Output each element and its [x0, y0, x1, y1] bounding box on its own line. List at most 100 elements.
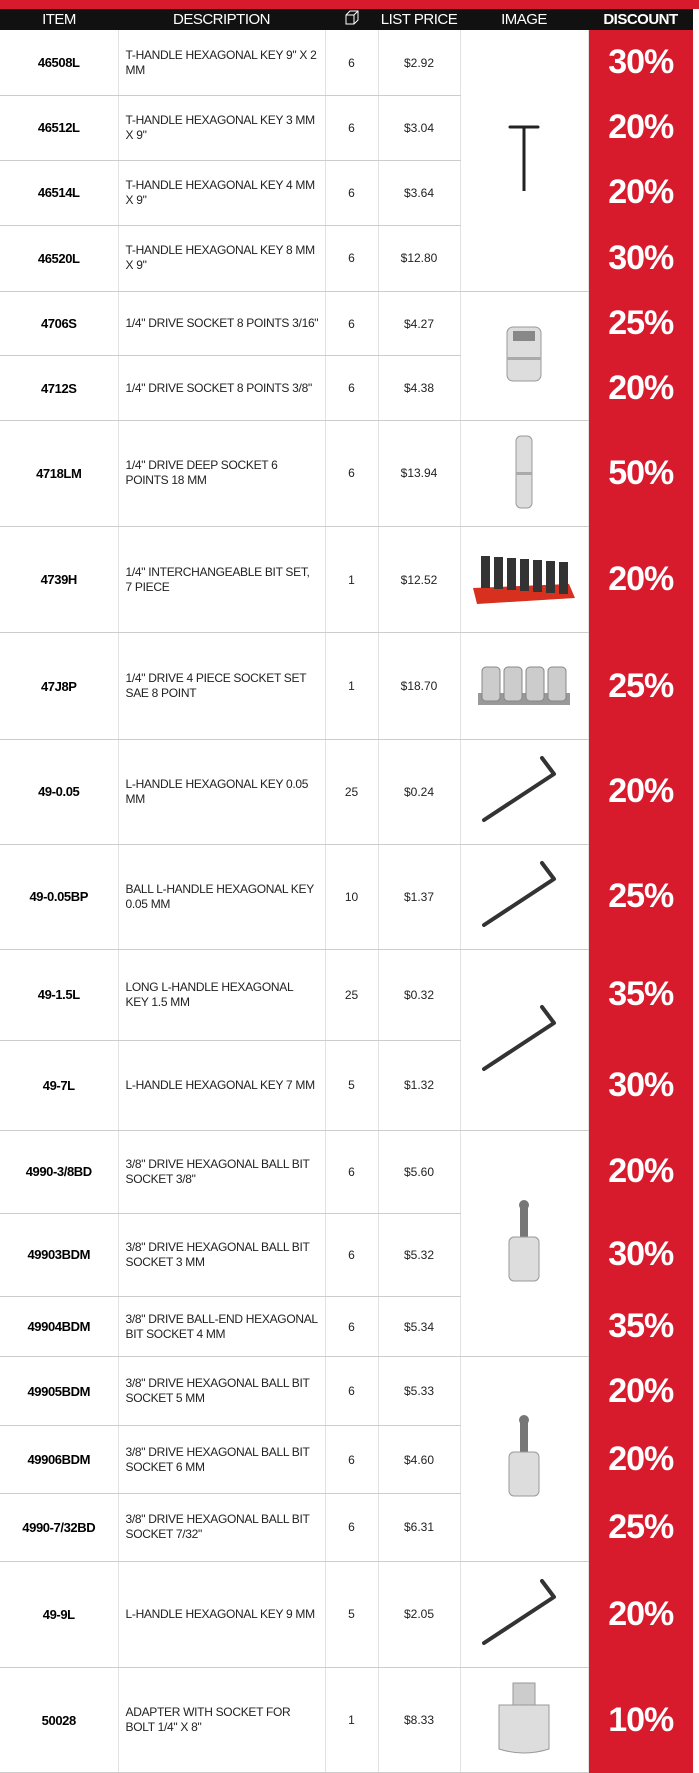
item-code: 49-1.5L [0, 949, 119, 1041]
item-code: 46508L [0, 30, 119, 97]
item-code: 49906BDM [0, 1425, 119, 1494]
description: 1/4" DRIVE SOCKET 8 POINTS 3/16" [118, 291, 326, 357]
item-code: 49-0.05 [0, 739, 119, 845]
list-price: $0.32 [378, 949, 461, 1041]
list-price: $8.33 [378, 1667, 461, 1773]
list-price: $13.94 [378, 420, 461, 528]
table-row: 49906BDM 3/8" DRIVE HEXAGONAL BALL BIT SO… [0, 1425, 693, 1494]
list-price: $6.31 [378, 1493, 461, 1562]
quantity: 6 [325, 1130, 379, 1214]
description: 3/8" DRIVE HEXAGONAL BALL BIT SOCKET 6 M… [118, 1425, 326, 1494]
discount: 10% [588, 1667, 693, 1773]
description: 3/8" DRIVE BALL-END HEXAGONAL BIT SOCKET… [118, 1296, 326, 1358]
table-row: 50028 ADAPTER WITH SOCKET FOR BOLT 1/4" X… [0, 1667, 693, 1773]
quantity: 6 [325, 420, 379, 528]
table-row: 49903BDM 3/8" DRIVE HEXAGONAL BALL BIT SO… [0, 1213, 693, 1298]
table-row: 4706S 1/4" DRIVE SOCKET 8 POINTS 3/16" 6 $4… [0, 291, 693, 421]
quantity: 6 [325, 1213, 379, 1298]
quantity: 6 [325, 30, 379, 97]
table-row: 46520L T-HANDLE HEXAGONAL KEY 8 MM X 9" 6 $… [0, 225, 693, 292]
discount: 30% [588, 1213, 693, 1298]
item-code: 46520L [0, 225, 119, 292]
quantity: 6 [325, 225, 379, 292]
header-cell: DISCOUNT [588, 9, 693, 30]
discount: 20% [588, 1356, 693, 1427]
discount: 20% [588, 1130, 693, 1214]
discount: 20% [588, 739, 693, 845]
item-code: 49903BDM [0, 1213, 119, 1298]
description: 3/8" DRIVE HEXAGONAL BALL BIT SOCKET 3/8… [118, 1130, 326, 1214]
description: LONG L-HANDLE HEXAGONAL KEY 1.5 MM [118, 949, 326, 1041]
product-image [460, 1667, 589, 1773]
item-code: 49905BDM [0, 1356, 119, 1427]
description: L-HANDLE HEXAGONAL KEY 9 MM [118, 1561, 326, 1669]
quantity: 6 [325, 355, 379, 421]
quantity: 6 [325, 1425, 379, 1494]
table-row: 4990-3/8BD 3/8" DRIVE HEXAGONAL BALL BIT … [0, 1130, 693, 1358]
list-price: $5.60 [378, 1130, 461, 1214]
table-row: 49-9L L-HANDLE HEXAGONAL KEY 9 MM 5 $2.05 20… [0, 1561, 693, 1669]
product-image [460, 1561, 589, 1669]
product-image [460, 632, 589, 740]
table-row: 49-0.05BP BALL L-HANDLE HEXAGONAL KEY 0.0… [0, 844, 693, 951]
discount: 25% [588, 632, 693, 740]
discount: 20% [588, 1561, 693, 1669]
table-row: 46512L T-HANDLE HEXAGONAL KEY 3 MM X 9" 6 $… [0, 95, 693, 161]
item-code: 4990-7/32BD [0, 1493, 119, 1562]
product-image [460, 30, 589, 292]
list-price: $12.52 [378, 526, 461, 634]
item-code: 4990-3/8BD [0, 1130, 119, 1214]
header-cell: DESCRIPTION [118, 9, 325, 30]
discount: 25% [588, 1493, 693, 1562]
quantity: 6 [325, 1356, 379, 1427]
discount: 25% [588, 844, 693, 951]
description: 1/4" DRIVE SOCKET 8 POINTS 3/8" [118, 355, 326, 421]
discount: 35% [588, 949, 693, 1041]
table-row: 46514L T-HANDLE HEXAGONAL KEY 4 MM X 9" 6 $… [0, 160, 693, 227]
item-code: 4739H [0, 526, 119, 634]
quantity: 1 [325, 632, 379, 740]
discount: 30% [588, 1040, 693, 1132]
quantity: 6 [325, 291, 379, 357]
product-image [460, 739, 589, 845]
discount: 35% [588, 1296, 693, 1358]
description: T-HANDLE HEXAGONAL KEY 8 MM X 9" [118, 225, 326, 292]
item-code: 49-0.05BP [0, 844, 119, 951]
quantity: 6 [325, 1296, 379, 1358]
list-price: $5.33 [378, 1356, 461, 1427]
discount: 20% [588, 526, 693, 634]
description: T-HANDLE HEXAGONAL KEY 4 MM X 9" [118, 160, 326, 227]
header-cell: IMAGE [460, 9, 588, 30]
table-row: 4718LM 1/4" DRIVE DEEP SOCKET 6 POINTS 18… [0, 420, 693, 528]
top-bar [0, 0, 699, 9]
item-code: 46514L [0, 160, 119, 227]
item-code: 4718LM [0, 420, 119, 528]
list-price: $4.38 [378, 355, 461, 421]
list-price: $5.32 [378, 1213, 461, 1298]
quantity: 6 [325, 160, 379, 227]
price-table: ITEM DESCRIPTION LIST PRICE IMAGE DISCOU… [0, 9, 693, 1773]
header-cell: LIST PRICE [378, 9, 460, 30]
product-image [460, 949, 589, 1132]
discount: 20% [588, 95, 693, 161]
list-price: $2.92 [378, 30, 461, 97]
item-code: 47J8P [0, 632, 119, 740]
discount: 25% [588, 291, 693, 357]
quantity: 6 [325, 95, 379, 161]
item-code: 49-9L [0, 1561, 119, 1669]
product-image [460, 1356, 589, 1562]
product-image [460, 420, 589, 528]
description: L-HANDLE HEXAGONAL KEY 7 MM [118, 1040, 326, 1132]
table-row: 4990-7/32BD 3/8" DRIVE HEXAGONAL BALL BIT… [0, 1493, 693, 1562]
list-price: $1.32 [378, 1040, 461, 1132]
quantity: 5 [325, 1561, 379, 1669]
description: ADAPTER WITH SOCKET FOR BOLT 1/4" X 8" [118, 1667, 326, 1773]
description: T-HANDLE HEXAGONAL KEY 3 MM X 9" [118, 95, 326, 161]
header-cell: ITEM [0, 9, 118, 30]
product-image [460, 291, 589, 421]
discount: 50% [588, 420, 693, 528]
discount: 30% [588, 225, 693, 292]
quantity: 6 [325, 1493, 379, 1562]
table-row: 49905BDM 3/8" DRIVE HEXAGONAL BALL BIT SO… [0, 1356, 693, 1562]
quantity: 5 [325, 1040, 379, 1132]
